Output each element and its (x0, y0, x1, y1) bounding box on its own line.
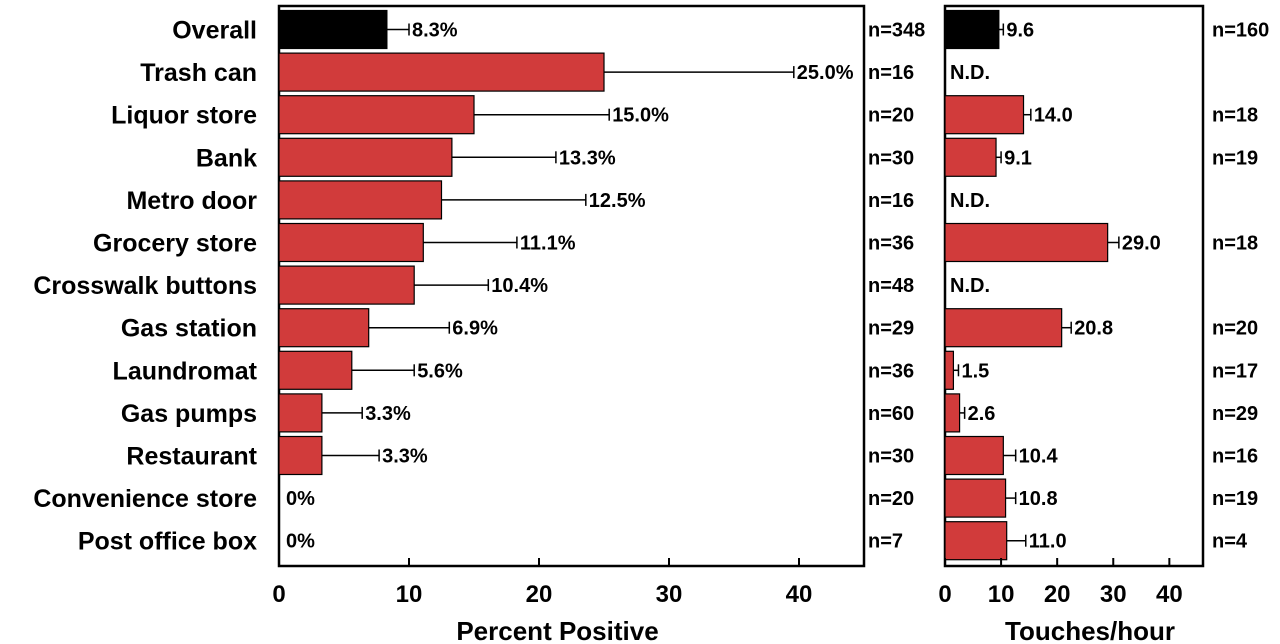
percent-x-axis-title: Percent Positive (456, 616, 658, 644)
touches-bar (944, 435, 1004, 476)
percent-bar (278, 265, 415, 305)
touches-bar (944, 478, 1007, 518)
percent-n-label: n=60 (868, 403, 914, 425)
percent-bar (278, 137, 453, 177)
percent-x-tick-label: 40 (786, 581, 813, 608)
touches-n-label: n=20 (1212, 318, 1258, 340)
percent-value-label: 12.5% (589, 190, 646, 212)
percent-n-label: n=20 (868, 105, 914, 127)
percent-x-tick-label: 30 (656, 581, 683, 608)
category-label: Bank (196, 144, 257, 172)
percent-bar (278, 180, 443, 220)
category-label: Post office box (78, 528, 257, 556)
percent-value-label: 3.3% (365, 403, 411, 425)
touches-x-tick-label: 40 (1156, 581, 1183, 608)
percent-value-label: 10.4% (491, 275, 548, 297)
touches-value-label: 10.8 (1019, 488, 1058, 510)
percent-value-label: 6.9% (452, 318, 498, 340)
percent-bar (278, 308, 370, 348)
touches-value-label: 2.6 (968, 403, 996, 425)
touches-bar (944, 137, 997, 177)
percent-x-tick-label: 20 (526, 581, 553, 608)
percent-value-label: 11.1% (520, 233, 576, 255)
touches-bar (944, 95, 1025, 135)
percent-bar (278, 95, 475, 135)
touches-value-label: 11.0 (1029, 531, 1067, 553)
touches-value-label: 9.6 (1006, 20, 1034, 42)
touches-bar (944, 350, 955, 390)
touches-value-label: N.D. (950, 62, 990, 84)
touches-bar (944, 9, 1000, 50)
touches-n-label: n=19 (1212, 147, 1258, 169)
percent-bar (278, 9, 388, 50)
category-label: Trash can (140, 59, 257, 87)
touches-value-label: 1.5 (961, 360, 989, 382)
percent-bar (278, 393, 323, 433)
touches-n-label: n=29 (1212, 403, 1258, 425)
touches-bar (944, 308, 1063, 348)
touches-bar (944, 222, 1109, 263)
touches-bar (944, 393, 961, 433)
touches-bar (944, 521, 1008, 561)
category-label: Metro door (126, 187, 257, 215)
category-label: Crosswalk buttons (33, 272, 257, 300)
percent-x-tick-label: 0 (272, 581, 285, 608)
percent-value-label: 25.0% (797, 62, 854, 84)
touches-n-label: n=18 (1212, 105, 1258, 127)
category-label: Laundromat (113, 357, 258, 385)
percent-n-label: n=16 (868, 62, 914, 84)
touches-plot-frame (943, 4, 1205, 568)
percent-value-label: 13.3% (559, 147, 616, 169)
category-label: Overall (172, 17, 257, 45)
percent-value-label: 15.0% (612, 105, 669, 127)
touches-x-tick-label: 0 (938, 581, 951, 608)
percent-n-label: n=29 (868, 318, 914, 340)
percent-bar (278, 222, 424, 263)
touches-n-label: n=16 (1212, 446, 1258, 468)
percent-value-label: 3.3% (382, 446, 428, 468)
percent-x-tick-label: 10 (396, 581, 423, 608)
touches-value-label: 10.4 (1019, 446, 1059, 468)
touches-n-label: n=160 (1212, 20, 1269, 42)
percent-bar (278, 435, 323, 476)
percent-bar (278, 52, 605, 92)
percent-value-label: 8.3% (412, 20, 458, 42)
touches-x-tick-label: 10 (988, 581, 1015, 608)
percent-n-label: n=30 (868, 446, 914, 468)
percent-value-label: 0% (286, 531, 315, 553)
touches-n-label: n=18 (1212, 233, 1258, 255)
category-label: Gas station (121, 315, 257, 343)
category-label: Convenience store (33, 485, 257, 513)
touches-value-label: 9.1 (1004, 147, 1032, 169)
percent-value-label: 0% (286, 488, 315, 510)
touches-value-label: 14.0 (1034, 105, 1073, 127)
percent-n-label: n=7 (868, 531, 903, 553)
percent-n-label: n=20 (868, 488, 914, 510)
touches-n-label: n=4 (1212, 531, 1248, 553)
percent-n-label: n=348 (868, 20, 925, 42)
percent-n-label: n=36 (868, 360, 914, 382)
percent-n-label: n=16 (868, 190, 914, 212)
category-label: Restaurant (126, 443, 257, 471)
touches-n-label: n=19 (1212, 488, 1258, 510)
touches-x-tick-label: 30 (1100, 581, 1127, 608)
touches-n-label: n=17 (1212, 360, 1258, 382)
touches-value-label: 29.0 (1122, 233, 1161, 255)
percent-bar (278, 350, 353, 390)
touches-x-tick-label: 20 (1044, 581, 1071, 608)
category-label: Grocery store (93, 230, 257, 258)
touches-value-label: N.D. (950, 190, 990, 212)
percent-n-label: n=36 (868, 233, 914, 255)
percent-n-label: n=48 (868, 275, 914, 297)
touches-value-label: N.D. (950, 275, 990, 297)
touches-value-label: 20.8 (1074, 318, 1113, 340)
percent-n-label: n=30 (868, 147, 914, 169)
percent-value-label: 5.6% (417, 360, 463, 382)
category-label: Liquor store (111, 102, 257, 130)
touches-x-axis-title: Touches/hour (1005, 616, 1175, 644)
category-label: Gas pumps (121, 400, 257, 428)
